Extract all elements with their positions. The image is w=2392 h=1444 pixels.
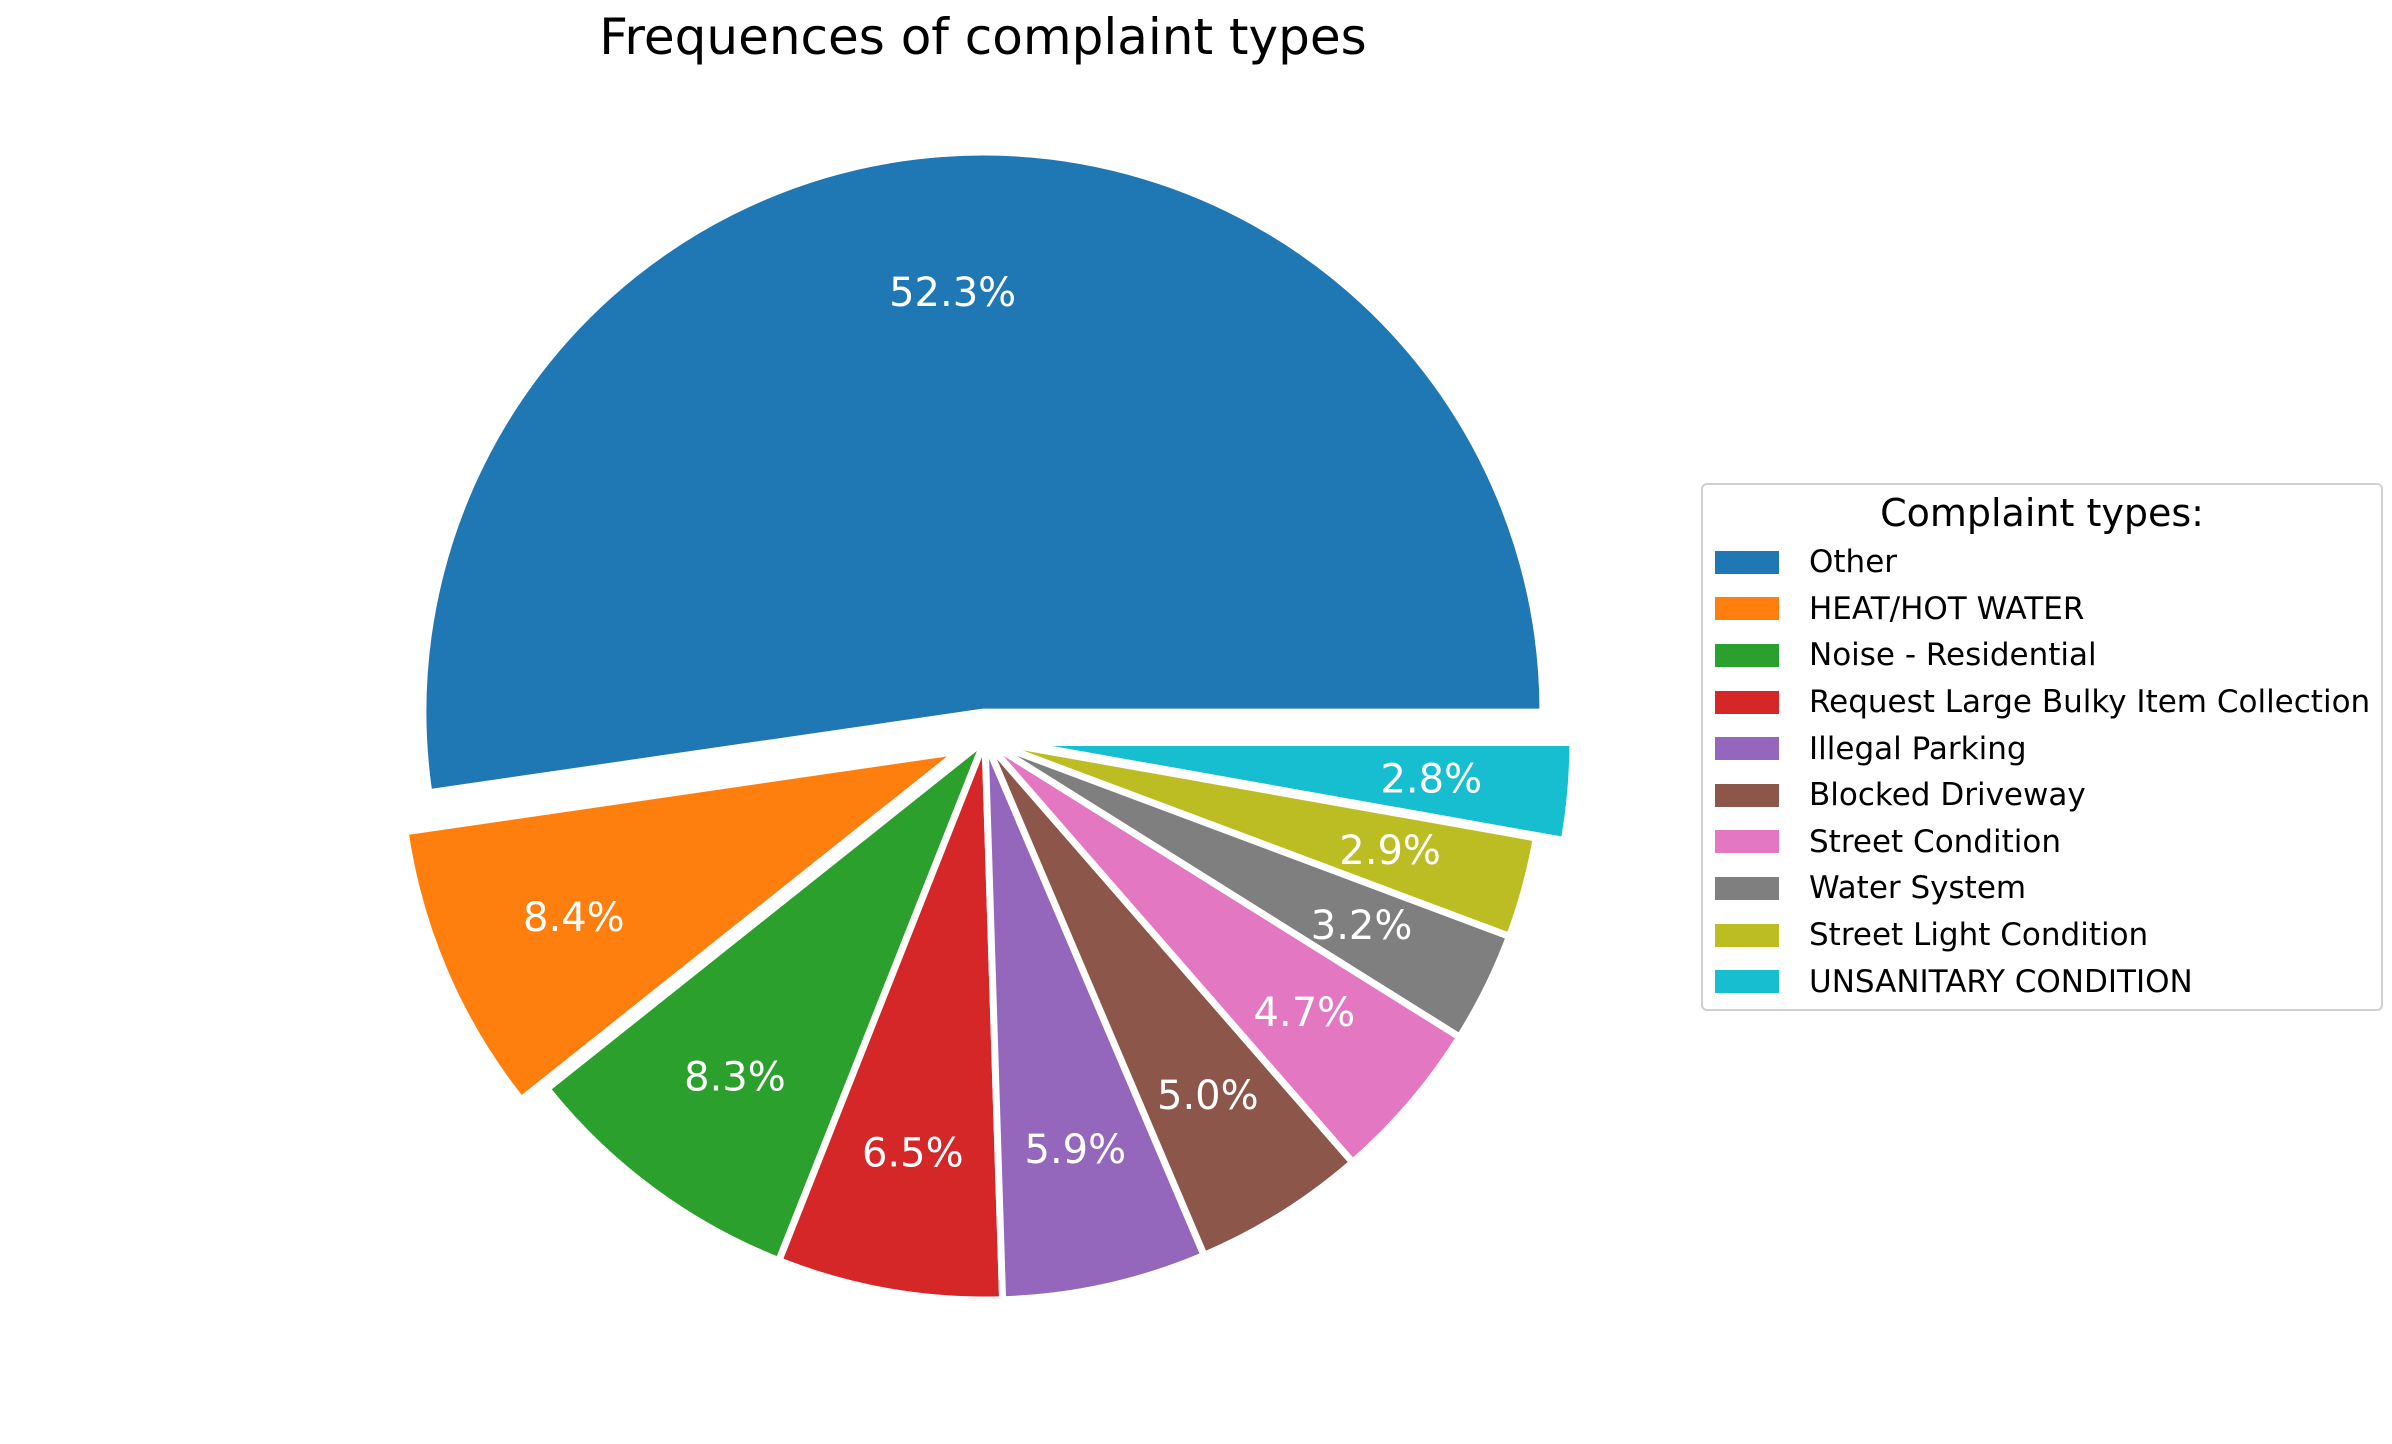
legend-label: Street Light Condition <box>1809 917 2149 954</box>
legend-swatch <box>1715 550 1779 574</box>
legend-item-water-system: Water System <box>1715 865 2381 912</box>
pie-slice-other <box>419 148 1547 797</box>
legend-item-request-large-bulky-item-collection: Request Large Bulky Item Collection <box>1715 679 2381 726</box>
slice-label-blocked-driveway: 5.0% <box>1157 1073 1259 1119</box>
legend-label: Request Large Bulky Item Collection <box>1809 684 2371 721</box>
legend-swatch <box>1715 643 1779 667</box>
legend-swatch <box>1715 923 1779 947</box>
legend-items: Other HEAT/HOT WATER Noise - Residential Re… <box>1703 539 2381 1005</box>
pie-slice-unsanitary-condition <box>1009 738 1577 844</box>
legend-label: Noise - Residential <box>1809 637 2097 674</box>
legend-label: Other <box>1809 544 1898 581</box>
legend-swatch <box>1715 970 1779 994</box>
legend-item-noise-residential: Noise - Residential <box>1715 632 2381 679</box>
slice-label-heat-hot-water: 8.4% <box>523 895 625 941</box>
legend-swatch <box>1715 876 1779 900</box>
slice-label-other: 52.3% <box>889 270 1016 316</box>
slice-label-noise-residential: 8.3% <box>684 1054 786 1100</box>
legend-swatch <box>1715 737 1779 761</box>
legend-label: UNSANITARY CONDITION <box>1809 963 2193 1000</box>
legend-label: Blocked Driveway <box>1809 777 2086 814</box>
legend-label: Water System <box>1809 870 2027 907</box>
slice-label-illegal-parking: 5.9% <box>1025 1127 1127 1173</box>
legend-item-street-condition: Street Condition <box>1715 819 2381 866</box>
pie-slice-illegal-parking <box>981 736 1208 1304</box>
pie-slice-request-large-bulky-item-collection <box>775 736 1007 1304</box>
legend-swatch <box>1715 783 1779 807</box>
legend-item-unsanitary-condition: UNSANITARY CONDITION <box>1715 958 2381 1005</box>
slice-label-water-system: 3.2% <box>1311 903 1413 949</box>
slice-label-request-large-bulky-item-collection: 6.5% <box>862 1131 964 1177</box>
legend-label: HEAT/HOT WATER <box>1809 590 2085 627</box>
chart-legend: Complaint types: Other HEAT/HOT WATER Nois… <box>1701 483 2383 1011</box>
slice-label-street-light-condition: 2.9% <box>1339 828 1441 874</box>
legend-swatch <box>1715 597 1779 621</box>
chart-title: Frequences of complaint types <box>599 8 1367 66</box>
pie-slice-noise-residential <box>543 736 989 1265</box>
legend-item-street-light-condition: Street Light Condition <box>1715 912 2381 959</box>
legend-swatch <box>1715 830 1779 854</box>
slice-label-street-condition: 4.7% <box>1254 990 1356 1036</box>
legend-swatch <box>1715 690 1779 714</box>
pie-slice-heat-hot-water <box>401 747 963 1104</box>
slice-label-unsanitary-condition: 2.8% <box>1380 756 1482 802</box>
legend-item-illegal-parking: Illegal Parking <box>1715 725 2381 772</box>
legend-item-blocked-driveway: Blocked Driveway <box>1715 772 2381 819</box>
legend-label: Illegal Parking <box>1809 730 2027 767</box>
legend-label: Street Condition <box>1809 823 2061 860</box>
legend-item-heat-hot-water: HEAT/HOT WATER <box>1715 586 2381 633</box>
pie-chart: 52.3% 8.4% 8.3% 6.5% 5.9% 5.0% 4.7% 3.2% 2.9% 2.8… <box>401 148 1577 1304</box>
legend-item-other: Other <box>1715 539 2381 586</box>
legend-title: Complaint types: <box>1880 491 2204 535</box>
